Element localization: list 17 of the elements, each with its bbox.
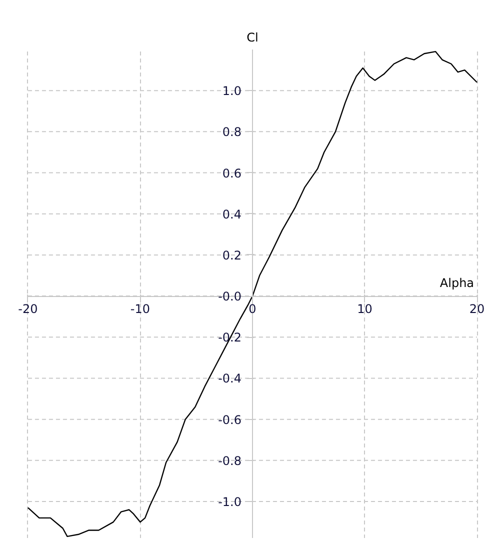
x-tick-label: 0 <box>248 302 256 316</box>
y-tick-label: -0.6 <box>218 412 242 427</box>
y-tick-label: -0.0 <box>218 290 242 304</box>
x-tick-label: 10 <box>357 302 372 316</box>
y-tick-label: -1.0 <box>218 495 242 510</box>
x-tick-label: -20 <box>18 302 38 316</box>
x-axis-title: Alpha <box>440 276 474 290</box>
y-tick-label: 0.8 <box>222 125 242 140</box>
y-tick-label: -0.8 <box>218 454 242 468</box>
y-tick-label: 1.0 <box>222 84 242 98</box>
y-tick-label: 0.2 <box>222 248 242 262</box>
x-tick-label: 20 <box>469 302 485 316</box>
x-tick-label: -10 <box>130 302 150 316</box>
y-tick-label: 0.4 <box>222 207 242 222</box>
y-tick-label: -0.4 <box>218 372 242 386</box>
y-tick-label: 0.6 <box>222 166 242 180</box>
chart-title: Cl <box>246 30 258 44</box>
